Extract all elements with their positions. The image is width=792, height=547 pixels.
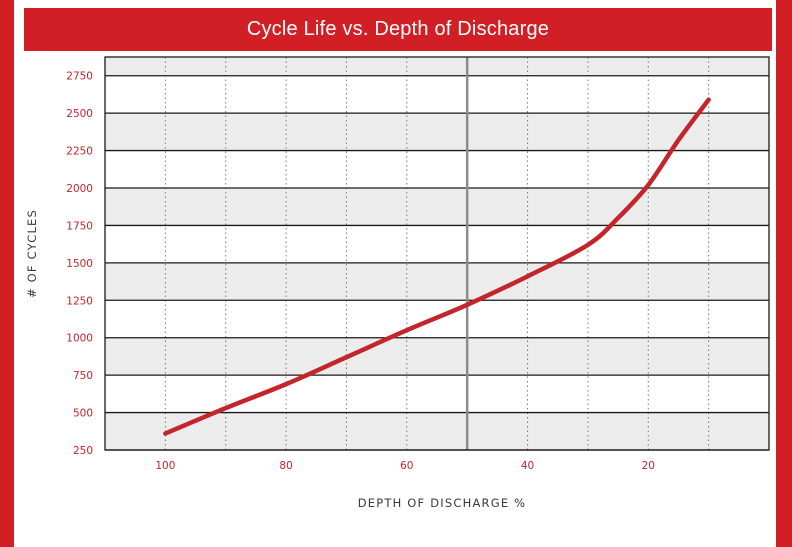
band (105, 188, 769, 226)
y-axis-label: # OF CYCLES (25, 209, 39, 298)
x-tick-label: 100 (155, 460, 175, 472)
plot-frame (104, 56, 770, 451)
y-tick-label: 2750 (66, 71, 93, 83)
band (105, 412, 769, 450)
x-axis-label: DEPTH OF DISCHARGE % (358, 496, 527, 510)
y-tick-label: 2000 (66, 183, 93, 195)
y-axis-ticks: 250 500 750 1000 1250 1500 1750 2000 2250 2500 275… (66, 71, 93, 457)
band (105, 57, 769, 76)
y-tick-label: 250 (73, 445, 93, 457)
band (105, 337, 769, 376)
y-tick-label: 500 (73, 408, 93, 420)
x-tick-label: 60 (400, 460, 413, 472)
y-tick-label: 1000 (66, 333, 93, 345)
y-tick-label: 2250 (66, 146, 93, 158)
y-tick-label: 1500 (66, 258, 93, 270)
y-tick-label: 750 (73, 370, 93, 382)
x-tick-label: 80 (279, 460, 292, 472)
y-tick-label: 1750 (66, 220, 93, 232)
y-tick-label: 1250 (66, 295, 93, 307)
y-tick-label: 2500 (66, 108, 93, 120)
x-axis-ticks: 100 80 60 40 20 (155, 460, 655, 472)
x-tick-label: 40 (521, 460, 534, 472)
chart-title: Cycle Life vs. Depth of Discharge (246, 18, 550, 40)
background-bands (105, 57, 769, 450)
band (105, 113, 769, 151)
series-line (163, 97, 711, 436)
x-tick-label: 20 (642, 460, 655, 472)
band (105, 262, 769, 301)
title-bar: Cycle Life vs. Depth of Discharge (24, 8, 772, 51)
